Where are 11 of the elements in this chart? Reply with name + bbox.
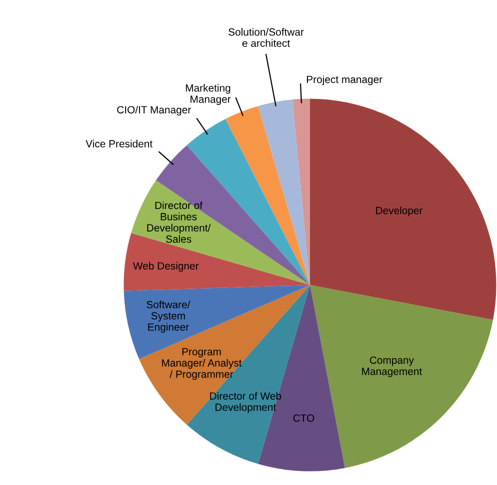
slice-label: CTO	[293, 414, 314, 422]
slice-label: Project manager	[306, 75, 382, 86]
slice-label: Software/ System Engineer	[146, 300, 190, 333]
slice-label: Solution/Softwar e architect	[228, 28, 304, 47]
slice-label: Company Management	[362, 356, 422, 378]
slice-label: Developer	[376, 206, 423, 216]
slice-label: Web Designer	[132, 262, 199, 272]
slice-label: Vice President	[86, 140, 152, 148]
slice-label: Director of Busines Development/ Sales	[147, 201, 211, 243]
slice-label: CIO/IT Manager	[117, 106, 191, 116]
slice-label: Marketing Manager	[186, 84, 231, 105]
